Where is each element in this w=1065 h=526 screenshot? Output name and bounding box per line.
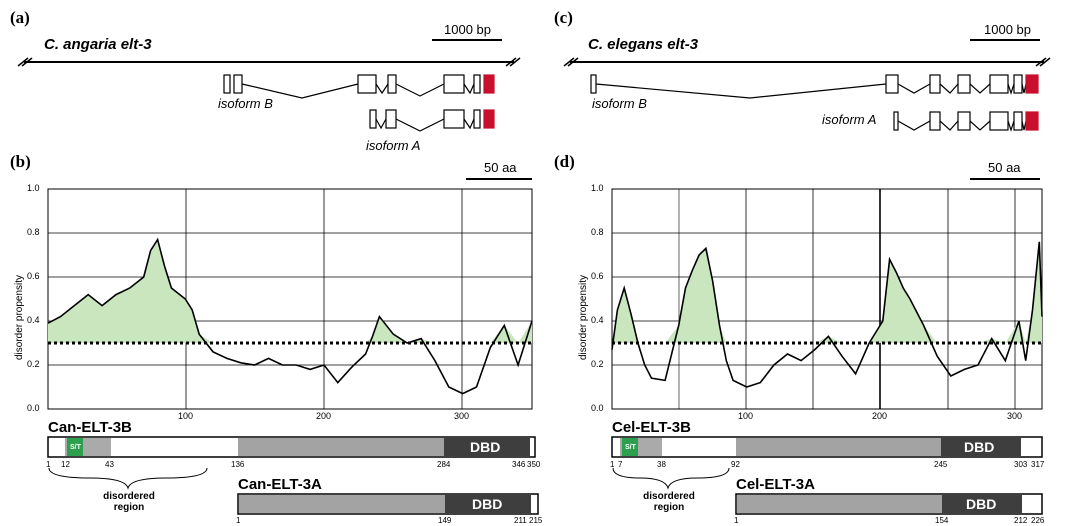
ytick-d-1: 0.2	[591, 359, 604, 369]
isoform-a-label-c: isoform A	[822, 112, 877, 127]
aa-num-b-346: 346	[512, 460, 526, 469]
aa-num-b-136: 136	[231, 460, 245, 469]
scale-label-b: 50 aa	[484, 160, 517, 175]
disordered-brace-d	[612, 467, 730, 490]
panel-label-c: (c)	[554, 8, 573, 27]
protein-bar-can-elt-3a	[237, 493, 539, 515]
aa-num-a-215: 215	[529, 516, 543, 525]
aa-num-b-350: 350	[527, 460, 541, 469]
scale-label-c: 1000 bp	[984, 22, 1031, 37]
disordered-region-label-b: disordered region	[103, 491, 155, 513]
st-label-b: S/T	[70, 444, 81, 451]
ytick-d-5: 1.0	[591, 183, 604, 193]
st-label-d: S/T	[625, 444, 636, 451]
dbd-label-d: DBD	[964, 439, 995, 455]
aa-num-c-1: 1	[734, 516, 739, 525]
ytick-b-0: 0.0	[27, 403, 40, 413]
aa-num-c-212: 212	[1014, 516, 1028, 525]
scale-label-d: 50 aa	[988, 160, 1021, 175]
st-domain-d	[622, 438, 638, 456]
plot-b-disorder-line	[47, 237, 533, 395]
plot-b-disorder-fill	[48, 239, 532, 343]
isoform-b-label-a: isoform B	[218, 96, 273, 111]
ytick-d-2: 0.4	[591, 315, 604, 325]
aa-num-d-245: 245	[934, 460, 948, 469]
dbd-domain-c	[942, 495, 1022, 513]
panel-label-d: (d)	[554, 152, 575, 171]
aa-num-d-1: 1	[610, 460, 615, 469]
panel-label-a: (a)	[10, 8, 30, 27]
protein-name-can-elt-3b: Can-ELT-3B	[48, 419, 132, 436]
scale-label-a: 1000 bp	[444, 22, 491, 37]
isoform-b-structure-c	[590, 74, 1039, 99]
aa-num-b-284: 284	[437, 460, 451, 469]
species-title-a: C. angaria elt-3	[44, 36, 152, 53]
disordered-region-label-d: disordered region	[643, 491, 695, 513]
panel-label-b: (b)	[10, 152, 31, 171]
aa-num-c-154: 154	[935, 516, 949, 525]
aa-num-c-226: 226	[1031, 516, 1045, 525]
xtick-b-0: 100	[178, 411, 194, 421]
st-domain-b	[67, 438, 83, 456]
ytick-b-4: 0.8	[27, 227, 40, 237]
plot-d-data	[611, 241, 1043, 388]
plot-d-frame	[611, 188, 1043, 410]
isoform-b-label-c: isoform B	[592, 96, 647, 111]
ytick-b-3: 0.6	[27, 271, 40, 281]
aa-num-d-7: 7	[618, 460, 623, 469]
xtick-b-2: 300	[454, 411, 470, 421]
species-title-c: C. elegans elt-3	[588, 36, 699, 53]
xtick-d-1: 200	[872, 411, 888, 421]
dbd-domain-d	[941, 438, 1021, 456]
isoform-a-structure-c	[893, 111, 1039, 132]
xtick-d-2: 300	[1007, 411, 1023, 421]
ytick-b-2: 0.4	[27, 315, 40, 325]
aa-num-d-317: 317	[1031, 460, 1045, 469]
ytick-d-4: 0.8	[591, 227, 604, 237]
aa-num-b-43: 43	[105, 460, 114, 469]
aa-num-a-149: 149	[438, 516, 452, 525]
dbd-label-c: DBD	[966, 496, 997, 512]
protein-name-can-elt-3a: Can-ELT-3A	[238, 476, 322, 493]
dbd-domain-a	[445, 495, 531, 513]
xtick-d-0: 100	[738, 411, 754, 421]
isoform-b-structure-a	[223, 74, 495, 99]
isoform-a-label-a: isoform A	[366, 138, 421, 153]
plot-d-disorder-line	[611, 241, 1043, 388]
y-axis-label-b: disorder propensity	[14, 274, 25, 360]
plot-b-data	[47, 237, 533, 395]
ytick-b-1: 0.2	[27, 359, 40, 369]
protein-bar-cel-elt-3b	[611, 436, 1043, 458]
protein-name-cel-elt-3a: Cel-ELT-3A	[736, 476, 815, 493]
isoform-a-structure-a	[369, 109, 495, 132]
ytick-d-3: 0.6	[591, 271, 604, 281]
plot-d-disorder-fill	[612, 241, 1042, 343]
aa-num-d-303: 303	[1014, 460, 1028, 469]
dbd-domain-b	[444, 438, 530, 456]
ytick-d-0: 0.0	[591, 403, 604, 413]
disordered-brace-b	[48, 467, 208, 490]
protein-bar-can-elt-3b	[47, 436, 536, 458]
protein-name-cel-elt-3b: Cel-ELT-3B	[612, 419, 691, 436]
protein-bar-cel-elt-3a	[735, 493, 1043, 515]
dbd-label-b: DBD	[470, 439, 501, 455]
aa-num-d-92: 92	[731, 460, 740, 469]
aa-num-b-1: 1	[46, 460, 51, 469]
aa-num-a-211: 211	[514, 516, 527, 525]
xtick-b-1: 200	[316, 411, 332, 421]
aa-num-b-12: 12	[61, 460, 70, 469]
dbd-label-a: DBD	[472, 496, 503, 512]
aa-num-d-38: 38	[657, 460, 666, 469]
y-axis-label-d: disorder propensity	[578, 274, 589, 360]
ytick-b-5: 1.0	[27, 183, 40, 193]
aa-num-a-1: 1	[236, 516, 241, 525]
